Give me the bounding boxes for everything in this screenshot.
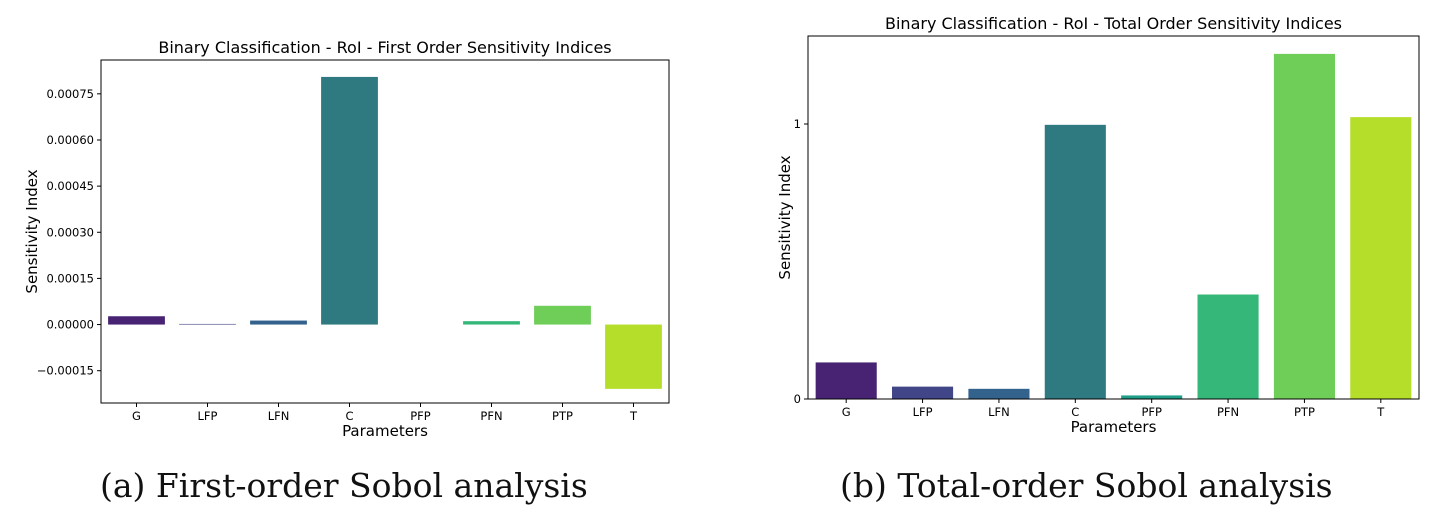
total-order-xtick-label-g: G [842, 405, 851, 419]
total-order-xtick-label-lfp: LFP [913, 405, 933, 419]
first-order-ytick-label-0: −0.00015 [37, 364, 94, 378]
first-order-chart-title: Binary Classification - RoI - First Orde… [158, 38, 611, 57]
first-order-xtick-label-t: T [629, 409, 638, 423]
first-order-ytick-label-2: 0.00015 [46, 271, 94, 285]
total-order-ytick-label-0: 0 [794, 392, 801, 406]
first-order-bar-lfn [250, 320, 307, 325]
first-order-bar-lfp [179, 323, 236, 325]
total-order-xtick-label-t: T [1376, 405, 1385, 419]
total-order-xtick-label-pfn: PFN [1217, 405, 1239, 419]
first-order-xtick-label-g: G [132, 409, 141, 423]
total-order-xtick-label-lfn: LFN [988, 405, 1010, 419]
total-order-bar-ptp [1273, 53, 1335, 399]
total-order-bar-lfn [968, 388, 1030, 399]
total-order-xtick-label-c: C [1071, 405, 1079, 419]
total-order-axes-frame [807, 35, 1420, 400]
total-order-x-axis-label: Parameters [1071, 418, 1157, 436]
total-order-bar-pfn [1197, 294, 1259, 399]
first-order-ytick-label-1: 0.00000 [46, 318, 94, 332]
total-order-bar-t [1350, 117, 1412, 399]
first-order-bar-g [108, 316, 165, 325]
first-order-bar-pfn [463, 321, 520, 325]
total-order-ytick-label-1: 1 [794, 117, 801, 131]
total-order-bar-pfp [1121, 395, 1183, 399]
total-order-y-axis-label: Sensitivity Index [776, 155, 794, 279]
first-order-axes-frame [100, 59, 670, 404]
total-order-xtick-label-ptp: PTP [1294, 405, 1315, 419]
first-order-bar-t [605, 324, 662, 389]
caption-total-order: (b) Total-order Sobol analysis [840, 466, 1333, 505]
first-order-ytick-label-4: 0.00045 [46, 179, 94, 193]
first-order-y-axis-label: Sensitivity Index [23, 169, 41, 293]
total-order-xtick-label-pfp: PFP [1141, 405, 1162, 419]
total-order-bar-g [815, 362, 877, 399]
first-order-xtick-label-pfp: PFP [410, 409, 431, 423]
first-order-ytick-label-6: 0.00075 [46, 87, 94, 101]
first-order-xtick-label-lfn: LFN [268, 409, 290, 423]
total-order-chart-title: Binary Classification - RoI - Total Orde… [885, 14, 1342, 33]
first-order-bar-ptp [534, 305, 591, 325]
first-order-xtick-label-c: C [345, 409, 353, 423]
first-order-ytick-label-5: 0.00060 [46, 133, 94, 147]
first-order-xtick-label-lfp: LFP [198, 409, 218, 423]
first-order-xtick-label-pfn: PFN [480, 409, 502, 423]
first-order-x-axis-label: Parameters [342, 422, 428, 440]
first-order-ytick-label-3: 0.00030 [46, 225, 94, 239]
first-order-bar-c [321, 76, 378, 325]
total-order-bar-c [1044, 124, 1106, 399]
first-order-xtick-label-ptp: PTP [552, 409, 573, 423]
total-order-bar-lfp [892, 386, 954, 400]
caption-first-order: (a) First-order Sobol analysis [100, 466, 588, 505]
